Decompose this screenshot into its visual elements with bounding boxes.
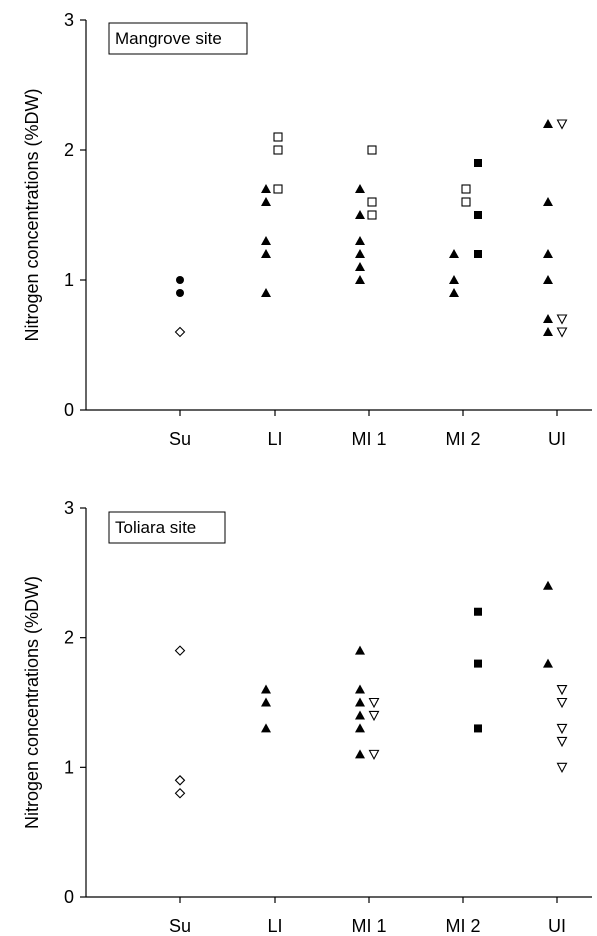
data-point (355, 236, 365, 245)
data-point (556, 327, 568, 338)
data-point (176, 276, 184, 284)
data-point (543, 197, 553, 206)
data-point (174, 775, 186, 786)
y-tick-label: 1 (64, 270, 74, 290)
data-point (543, 327, 553, 336)
data-point (355, 723, 365, 733)
data-point (556, 314, 568, 325)
data-point (174, 326, 186, 338)
data-point (543, 658, 553, 668)
data-point (355, 684, 365, 694)
data-point (368, 697, 380, 709)
data-point (367, 210, 377, 220)
data-point (543, 580, 553, 590)
data-point (449, 288, 459, 297)
data-point (174, 787, 186, 799)
data-point (261, 184, 271, 193)
x-tick-label: UI (548, 429, 566, 449)
toliara-panel: 0 1 2 3 Su LI MI 1 MI 2 UI Nitrogen concentration… (22, 498, 592, 936)
data-point (355, 645, 365, 655)
data-point (174, 645, 186, 656)
site-label-box (108, 22, 248, 55)
data-point (543, 275, 553, 284)
x-tick-label: MI 1 (351, 916, 386, 936)
data-point (261, 697, 271, 707)
x-tick-label: Su (169, 916, 191, 936)
data-point (355, 275, 365, 284)
data-point (273, 132, 283, 142)
data-point (556, 723, 568, 735)
chart-title: Mangrove site (115, 29, 222, 48)
data-point (176, 289, 184, 297)
data-point (273, 145, 283, 155)
data-point (543, 249, 553, 258)
data-point (261, 684, 271, 694)
y-tick-label: 3 (64, 498, 74, 518)
data-point (556, 697, 568, 709)
y-tick-label: 3 (64, 10, 74, 30)
x-tick-label: Su (169, 429, 191, 449)
x-tick-label: MI 2 (445, 429, 480, 449)
data-point (355, 262, 365, 271)
data-point (355, 210, 365, 219)
data-point (474, 659, 482, 668)
x-tick-label: LI (267, 429, 282, 449)
data-point (543, 314, 553, 323)
x-tick-label: MI 1 (351, 429, 386, 449)
data-point (368, 749, 380, 761)
data-point (474, 159, 482, 167)
site-label-box (108, 511, 226, 544)
data-point (474, 724, 482, 733)
data-point (261, 288, 271, 297)
data-point (355, 184, 365, 193)
y-tick-label: 2 (64, 140, 74, 160)
mangrove-panel: 0 1 2 3 Su LI MI 1 MI 2 UI Nitrogen concentration… (22, 10, 592, 449)
data-point (461, 184, 471, 194)
chart-title: Toliara site (115, 518, 196, 537)
data-point (261, 197, 271, 206)
data-point (449, 249, 459, 258)
y-tick-label: 0 (64, 887, 74, 907)
data-point (273, 184, 283, 194)
data-point (367, 145, 377, 155)
x-tick-label: UI (548, 916, 566, 936)
x-tick-label: MI 2 (445, 916, 480, 936)
y-axis-title: Nitrogen concentrations (%DW) (22, 88, 42, 341)
data-point (461, 197, 471, 207)
data-point (355, 249, 365, 258)
data-point (368, 710, 380, 722)
y-tick-label: 0 (64, 400, 74, 420)
data-point (543, 119, 553, 128)
data-point (355, 710, 365, 720)
data-point (355, 697, 365, 707)
data-point (474, 211, 482, 219)
y-tick-label: 2 (64, 628, 74, 648)
data-point (261, 723, 271, 733)
x-tick-label: LI (267, 916, 282, 936)
data-point (474, 607, 482, 616)
data-point (474, 250, 482, 258)
data-point (367, 197, 377, 207)
data-point (355, 749, 365, 759)
data-point (556, 684, 568, 696)
data-point (261, 249, 271, 258)
y-axis-title: Nitrogen concentrations (%DW) (22, 576, 42, 829)
data-point (449, 275, 459, 284)
data-point (556, 119, 568, 130)
data-point (556, 762, 568, 774)
y-tick-label: 1 (64, 757, 74, 777)
data-point (556, 736, 568, 748)
data-point (261, 236, 271, 245)
